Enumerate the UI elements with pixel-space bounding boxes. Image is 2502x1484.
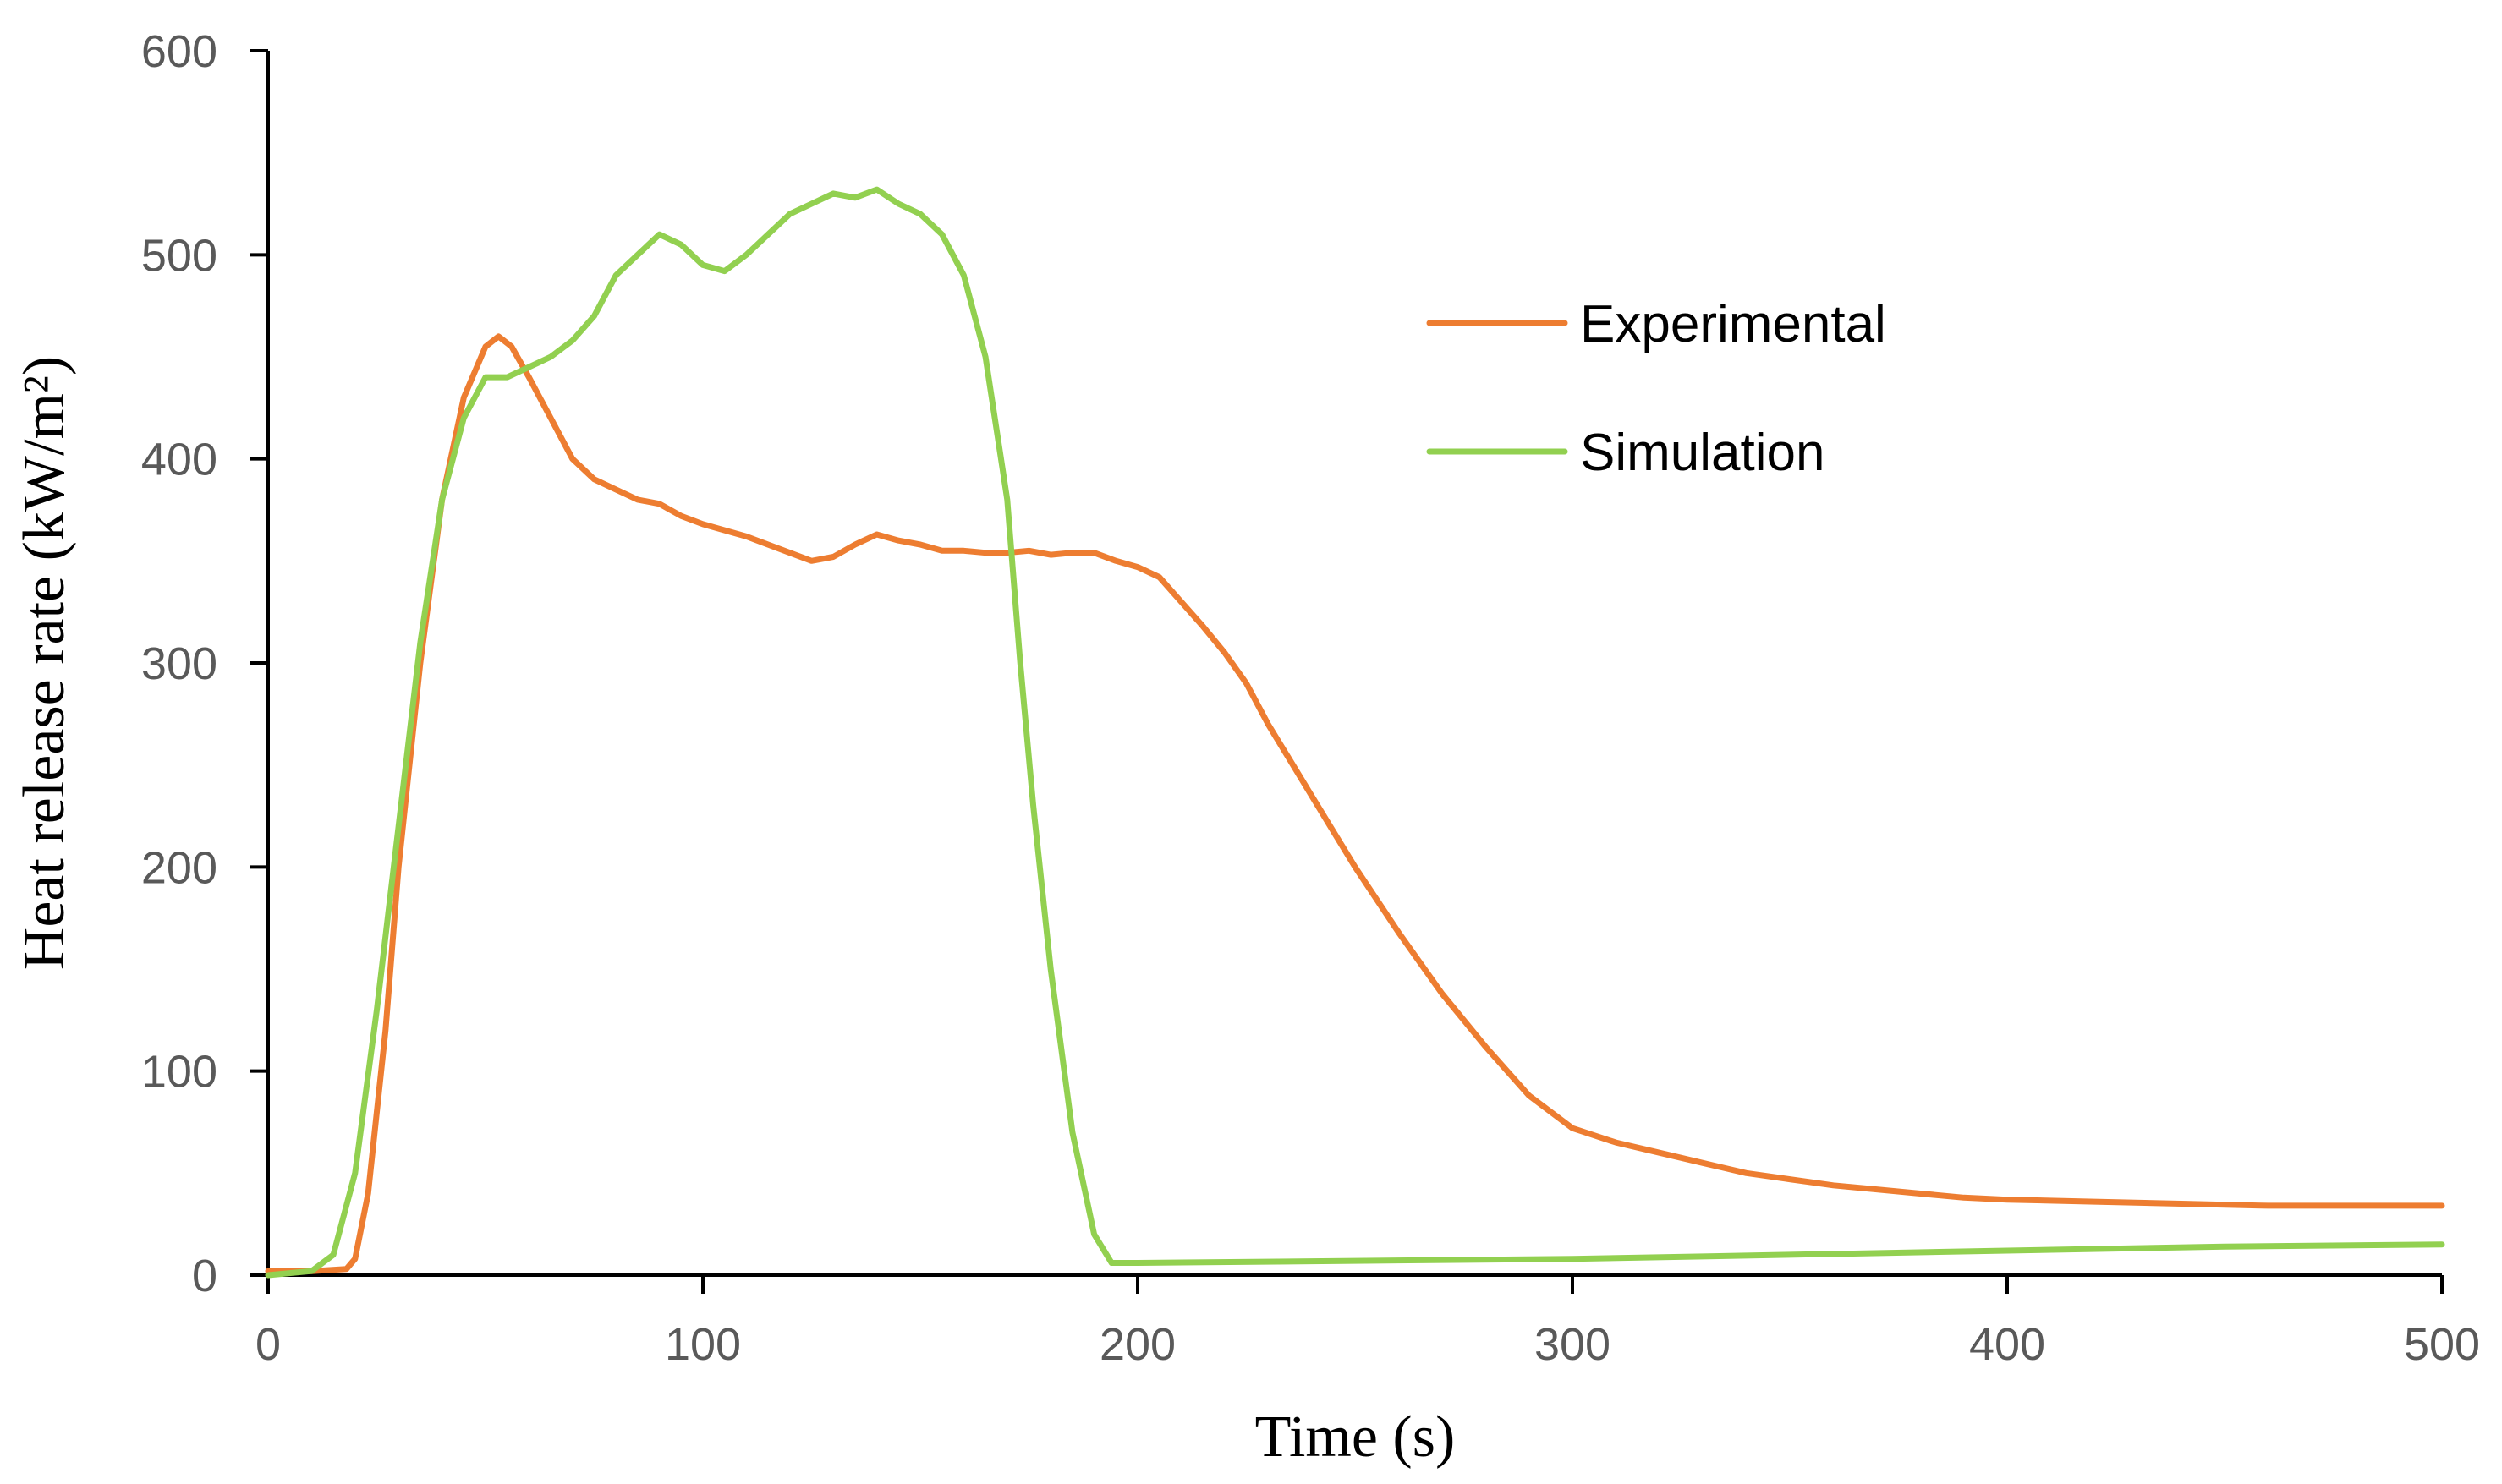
series-layer	[265, 186, 2445, 1279]
x-tick-label: 200	[1100, 1319, 1176, 1370]
x-tick-label: 300	[1534, 1319, 1610, 1370]
x-tick-label: 0	[255, 1319, 281, 1370]
x-tick-label: 400	[1969, 1319, 2045, 1370]
x-ticks: 0 100 200 300 400 500	[255, 1275, 2480, 1370]
legend-label-simulation: Simulation	[1580, 424, 1824, 482]
y-tick-label: 200	[141, 842, 217, 893]
y-axis-title: Heat release rate (kW/m²)	[12, 356, 77, 970]
legend: Experimental Simulation	[1426, 295, 1886, 482]
series-line-simulation	[265, 186, 2445, 1279]
legend-label-experimental: Experimental	[1580, 295, 1886, 353]
x-tick-label: 100	[665, 1319, 741, 1370]
y-tick-label: 300	[141, 638, 217, 689]
y-ticks: 0 100 200 300 400 500 600	[141, 26, 268, 1301]
axes	[266, 51, 2442, 1277]
y-tick-label: 0	[192, 1251, 217, 1301]
y-tick-label: 100	[141, 1047, 217, 1098]
x-axis-title: Time (s)	[1255, 1405, 1456, 1470]
y-tick-label: 600	[141, 26, 217, 77]
series-line-experimental	[265, 333, 2445, 1274]
y-tick-label: 500	[141, 230, 217, 281]
y-tick-label: 400	[141, 435, 217, 485]
x-tick-label: 500	[2404, 1319, 2480, 1370]
